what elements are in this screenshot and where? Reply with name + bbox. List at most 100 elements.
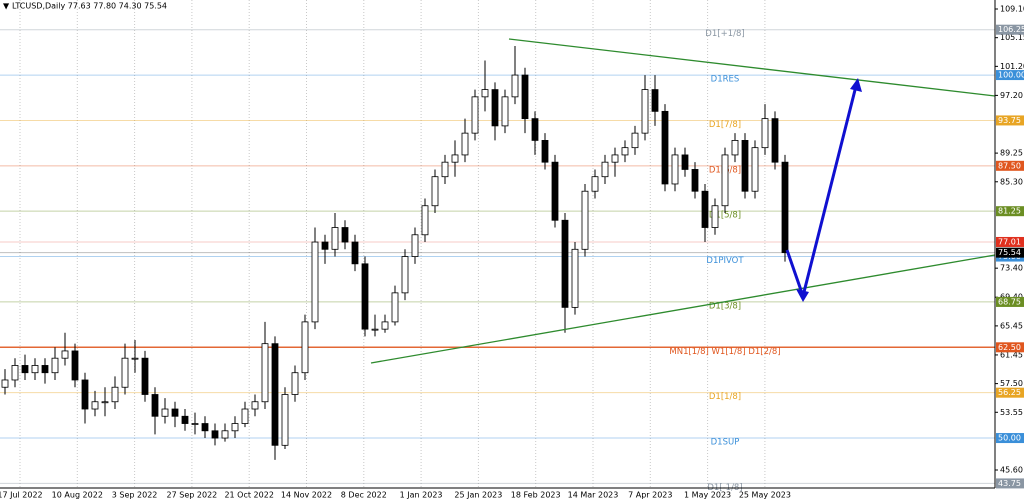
candle-body — [711, 205, 719, 228]
price-box — [996, 478, 1024, 489]
candle-body — [91, 401, 99, 410]
candle-body — [21, 365, 29, 374]
arrow-head — [850, 78, 862, 92]
candle-body — [621, 147, 629, 156]
candle-body — [471, 96, 479, 134]
candle-body — [381, 321, 389, 330]
level-label: D1PIVOT — [706, 256, 744, 266]
candle-body — [201, 423, 209, 432]
x-tick-label: 1 Jan 2023 — [400, 491, 443, 500]
x-tick-label: 27 Sep 2022 — [167, 491, 218, 500]
candle-body — [681, 154, 689, 170]
price-box-label: 75.54 — [998, 248, 1021, 257]
candle-body — [421, 205, 429, 236]
price-box-label: 77.01 — [998, 237, 1021, 246]
candle-body — [1, 379, 9, 388]
candle-body — [141, 357, 149, 395]
candle-body — [191, 423, 199, 425]
candle-body — [481, 89, 489, 98]
level-label: MN1[1/8] W1[1/8] D1[2/8] — [669, 347, 780, 357]
candle-body — [551, 161, 559, 221]
candle-body — [511, 74, 519, 98]
price-box-label: 81.25 — [998, 207, 1021, 216]
candle-body — [101, 401, 109, 404]
level-label: D1SUP — [711, 438, 740, 448]
price-box-label: 68.75 — [998, 297, 1021, 306]
price-box-label: 106.25 — [998, 25, 1024, 34]
x-tick-label: 1 May 2023 — [684, 491, 731, 500]
candle-body — [51, 357, 59, 374]
price-box — [996, 342, 1024, 353]
candle-body — [111, 386, 119, 403]
candle-body — [61, 350, 69, 359]
level-label: D1[3/8] — [709, 301, 741, 311]
arrow-head — [796, 289, 809, 302]
candle-body — [611, 154, 619, 163]
candle-body — [401, 256, 409, 294]
candle-body — [261, 343, 269, 403]
level-label: D1[1/8] — [709, 392, 741, 402]
x-tick-label: 8 Dec 2022 — [341, 491, 387, 500]
candle-body — [441, 161, 449, 178]
candle-body — [571, 248, 579, 308]
x-tick-label: 7 Apr 2023 — [628, 491, 672, 500]
price-box — [996, 247, 1024, 258]
x-tick-label: 10 Aug 2022 — [52, 491, 103, 500]
candle-body — [31, 365, 39, 374]
candle-body — [361, 263, 369, 330]
y-tick-label: 105.15 — [1000, 33, 1024, 42]
price-box-label: 43.75 — [998, 479, 1021, 488]
price-box-label: 93.75 — [998, 116, 1021, 125]
level-label: D1[5/8] — [709, 211, 741, 221]
candle-body — [131, 357, 139, 360]
price-box — [996, 387, 1024, 398]
price-box — [996, 70, 1024, 81]
level-label: D1[+1/8] — [705, 29, 744, 39]
price-box-label: 62.50 — [998, 343, 1021, 352]
level-label: D1[7/8] — [709, 120, 741, 130]
candle-body — [491, 89, 499, 127]
candle-body — [581, 190, 589, 250]
candle-body — [501, 96, 509, 127]
price-box — [996, 206, 1024, 217]
candle-body — [631, 132, 639, 149]
candle-body — [721, 154, 729, 207]
candle-body — [121, 357, 129, 388]
candle-body — [771, 118, 779, 163]
x-tick-label: 14 Nov 2022 — [281, 491, 332, 500]
candle-body — [331, 227, 339, 250]
candle-body — [41, 365, 49, 374]
candle-body — [521, 74, 529, 120]
x-tick-label: 18 Feb 2023 — [511, 491, 561, 500]
candle-body — [761, 118, 769, 149]
candle-body — [411, 234, 419, 257]
price-box-label: 100.00 — [998, 71, 1024, 80]
candle-body — [731, 140, 739, 156]
candle-body — [431, 176, 439, 207]
x-tick-label: 25 May 2023 — [739, 491, 791, 500]
candle-body — [301, 321, 309, 374]
triangle-icon: ▼ — [3, 2, 10, 11]
candle-body — [71, 350, 79, 381]
candle-body — [651, 89, 659, 112]
candle-body — [211, 430, 219, 439]
candle-body — [741, 140, 749, 192]
y-tick-label: 89.25 — [1000, 149, 1023, 158]
candle-body — [11, 365, 19, 381]
x-tick-label: 17 Jul 2022 — [0, 491, 43, 500]
chart-title: LTCUSD,Daily 77.63 77.80 74.30 75.54 — [12, 2, 167, 11]
candle-body — [241, 408, 249, 424]
candle-body — [151, 394, 159, 417]
candle-body — [311, 241, 319, 323]
candle-body — [531, 118, 539, 141]
trend-line — [370, 254, 996, 364]
price-box — [996, 296, 1024, 307]
y-tick-label: 45.60 — [1000, 465, 1023, 474]
candle-body — [751, 147, 759, 192]
y-tick-label: 57.50 — [1000, 379, 1023, 388]
candle-body — [321, 241, 329, 250]
candle-body — [541, 140, 549, 163]
price-box — [996, 115, 1024, 126]
price-box-label: 87.50 — [998, 161, 1021, 170]
